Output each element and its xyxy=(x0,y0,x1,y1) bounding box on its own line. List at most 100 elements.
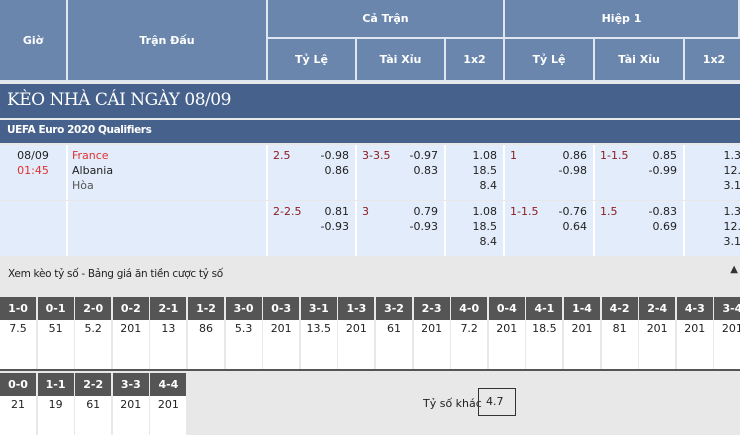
odds-cell: 1-1.5 0.85 -0.99 xyxy=(595,145,685,200)
draw-label: Hòa xyxy=(72,179,94,192)
score-cell[interactable]: 1-4 201 xyxy=(564,297,600,369)
score-label: 2-2 xyxy=(75,373,112,396)
score-cell[interactable]: 2-3 201 xyxy=(413,297,450,369)
odds-value[interactable]: 12. xyxy=(723,220,740,233)
odds-value[interactable]: 3.1 xyxy=(723,235,740,248)
score-cell[interactable]: 1-2 86 xyxy=(188,297,224,369)
odds-value[interactable]: 0.83 xyxy=(413,164,439,177)
odds-value[interactable]: 8.4 xyxy=(479,235,498,248)
odds-value[interactable]: 0.81 xyxy=(324,205,350,218)
score-cell[interactable]: 2-1 13 xyxy=(150,297,187,369)
score-cell[interactable]: 4-2 81 xyxy=(601,297,638,369)
header-half-over-under: Tài Xỉu xyxy=(595,39,685,82)
odds-value[interactable]: 12. xyxy=(723,164,740,177)
score-cell[interactable]: 2-4 201 xyxy=(639,297,676,369)
header-1x2: 1x2 xyxy=(446,39,505,82)
score-label: 2-0 xyxy=(75,297,112,320)
score-cell[interactable]: 1-1 19 xyxy=(37,373,74,435)
home-team[interactable]: France xyxy=(72,149,109,162)
odds-value[interactable]: 0.85 xyxy=(652,149,678,162)
score-label: 3-2 xyxy=(376,297,412,320)
score-label: 0-4 xyxy=(488,297,525,320)
odds-cell: 1.3 12. 3.1 xyxy=(685,201,740,256)
score-cell[interactable]: 1-0 7.5 xyxy=(0,297,36,369)
odds-value[interactable]: -0.93 xyxy=(409,220,438,233)
odds-value[interactable]: 0.69 xyxy=(652,220,678,233)
other-score-label: Tỷ số khác xyxy=(423,397,482,410)
odds-value[interactable]: 0.79 xyxy=(413,205,439,218)
odds-value[interactable]: 1.3 xyxy=(723,205,740,218)
score-cell[interactable]: 3-1 13.5 xyxy=(300,297,337,369)
odds-value[interactable]: 3.1 xyxy=(723,179,740,192)
line-value: 2-2.5 xyxy=(273,205,302,218)
score-odds: 7.2 xyxy=(451,320,488,337)
score-cell[interactable]: 0-0 21 xyxy=(0,373,36,435)
odds-value[interactable]: 18.5 xyxy=(472,164,498,177)
time-cell: 08/09 01:45 xyxy=(0,145,68,200)
score-label: 4-4 xyxy=(150,373,187,396)
away-team[interactable]: Albania xyxy=(72,164,114,177)
collapse-arrow-icon[interactable]: ▲ xyxy=(730,264,738,275)
odds-value[interactable]: -0.83 xyxy=(648,205,677,218)
header-handicap: Tỷ Lệ xyxy=(268,39,357,82)
odds-value[interactable]: 1.08 xyxy=(472,205,498,218)
odds-cell: 1-1.5 -0.76 0.64 xyxy=(505,201,595,256)
score-odds: 61 xyxy=(376,320,412,337)
score-label: 1-2 xyxy=(188,297,224,320)
score-cell[interactable]: 0-3 201 xyxy=(263,297,300,369)
line-value: 1-1.5 xyxy=(510,205,539,218)
odds-cell: 1.5 -0.83 0.69 xyxy=(595,201,685,256)
odds-value[interactable]: -0.93 xyxy=(320,220,349,233)
odds-cell: 2.5 -0.98 0.86 xyxy=(268,145,357,200)
odds-value[interactable]: 0.86 xyxy=(324,164,350,177)
odds-value[interactable]: 1.08 xyxy=(472,149,498,162)
odds-value[interactable]: -0.99 xyxy=(648,164,677,177)
score-cell[interactable]: 2-0 5.2 xyxy=(75,297,112,369)
score-odds: 21 xyxy=(0,396,36,413)
match-date: 08/09 xyxy=(17,149,49,162)
score-cell[interactable]: 2-2 61 xyxy=(75,373,112,435)
score-cell[interactable]: 4-4 201 xyxy=(150,373,187,435)
score-odds: 201 xyxy=(112,320,149,337)
odds-value[interactable]: -0.98 xyxy=(320,149,349,162)
score-label: 0-1 xyxy=(37,297,74,320)
header-time: Giờ xyxy=(0,0,68,82)
line-value: 2.5 xyxy=(273,149,291,162)
odds-cell: 1.3 12. 3.1 xyxy=(685,145,740,200)
score-cell[interactable]: 1-3 201 xyxy=(338,297,375,369)
odds-cell: 1 0.86 -0.98 xyxy=(505,145,595,200)
odds-value[interactable]: 1.3 xyxy=(723,149,740,162)
header-half-handicap: Tỷ Lệ xyxy=(505,39,595,82)
score-odds: 18.5 xyxy=(526,320,563,337)
odds-value[interactable]: 0.86 xyxy=(562,149,588,162)
score-odds: 81 xyxy=(601,320,638,337)
header-half-1x2: 1x2 xyxy=(685,39,740,82)
score-cell[interactable]: 3-0 5.3 xyxy=(225,297,262,369)
odds-value[interactable]: 8.4 xyxy=(479,179,498,192)
line-value: 3-3.5 xyxy=(362,149,391,162)
score-cell[interactable]: 0-2 201 xyxy=(112,297,149,369)
score-cell[interactable]: 4-0 7.2 xyxy=(451,297,488,369)
score-label: 0-3 xyxy=(263,297,300,320)
odds-value[interactable]: 0.64 xyxy=(562,220,588,233)
score-odds: 61 xyxy=(75,396,112,413)
score-cell[interactable]: 0-1 51 xyxy=(37,297,74,369)
score-cell[interactable]: 3-4 201 xyxy=(714,297,740,369)
score-cell[interactable]: 0-4 201 xyxy=(488,297,525,369)
score-label: 4-0 xyxy=(451,297,488,320)
score-cell[interactable]: 4-3 201 xyxy=(676,297,713,369)
score-label: 2-1 xyxy=(150,297,187,320)
correct-score-title: Xem kèo tỷ số - Bảng giá ăn tiền cược tỷ… xyxy=(8,268,223,280)
match-time: 01:45 xyxy=(17,164,49,177)
odds-value[interactable]: -0.76 xyxy=(558,205,587,218)
score-odds: 19 xyxy=(37,396,74,413)
odds-value[interactable]: -0.97 xyxy=(409,149,438,162)
odds-cell: 3 0.79 -0.93 xyxy=(357,201,446,256)
odds-value[interactable]: 18.5 xyxy=(472,220,498,233)
score-cell[interactable]: 3-3 201 xyxy=(112,373,149,435)
odds-cell: 3-3.5 -0.97 0.83 xyxy=(357,145,446,200)
odds-value[interactable]: -0.98 xyxy=(558,164,587,177)
score-cell[interactable]: 3-2 61 xyxy=(376,297,412,369)
score-label: 1-1 xyxy=(37,373,74,396)
score-cell[interactable]: 4-1 18.5 xyxy=(526,297,563,369)
